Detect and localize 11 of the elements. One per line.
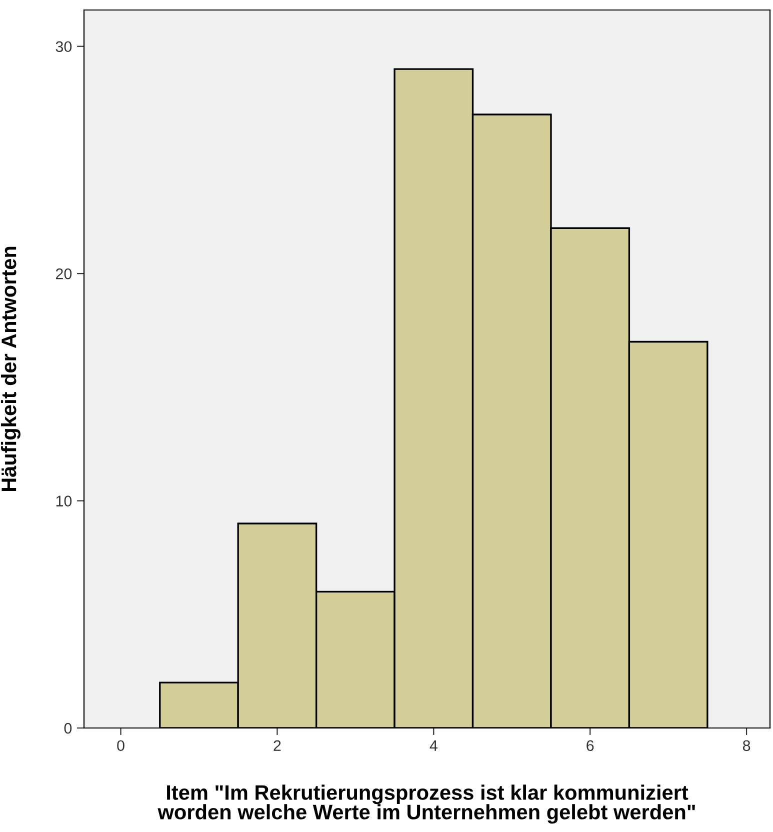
y-tick-label: 20 <box>56 268 72 280</box>
x-tick-label: 4 <box>430 740 438 751</box>
y-tick-label: 0 <box>64 722 72 734</box>
x-tick-label: 0 <box>117 740 124 752</box>
x-axis-title: Item "Im Rekrutierungsprozess ist klar kommuniziert worden welche Werte im Unternehmen gelebt werden" <box>158 784 695 824</box>
x-tick-label: 2 <box>274 740 281 751</box>
y-axis-title: Häufigkeit der Antworten <box>0 246 20 492</box>
x-tick-label: 6 <box>586 740 594 752</box>
y-tick-label: 30 <box>56 41 72 52</box>
y-tick-label: 10 <box>56 496 72 506</box>
x-tick-label: 8 <box>742 740 750 752</box>
